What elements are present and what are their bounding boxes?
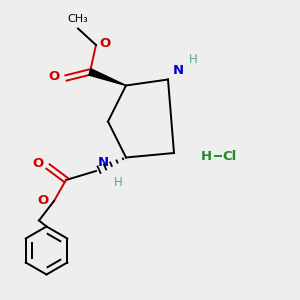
- Text: H: H: [189, 53, 198, 66]
- Text: N: N: [98, 156, 109, 169]
- Text: Cl: Cl: [222, 149, 236, 163]
- Text: H: H: [114, 176, 123, 189]
- Text: H: H: [201, 149, 212, 163]
- Text: O: O: [32, 157, 44, 170]
- Text: N: N: [172, 64, 184, 76]
- Text: O: O: [49, 70, 60, 83]
- Polygon shape: [89, 69, 126, 85]
- Text: CH₃: CH₃: [68, 14, 88, 24]
- Text: O: O: [99, 37, 110, 50]
- Text: O: O: [38, 194, 49, 208]
